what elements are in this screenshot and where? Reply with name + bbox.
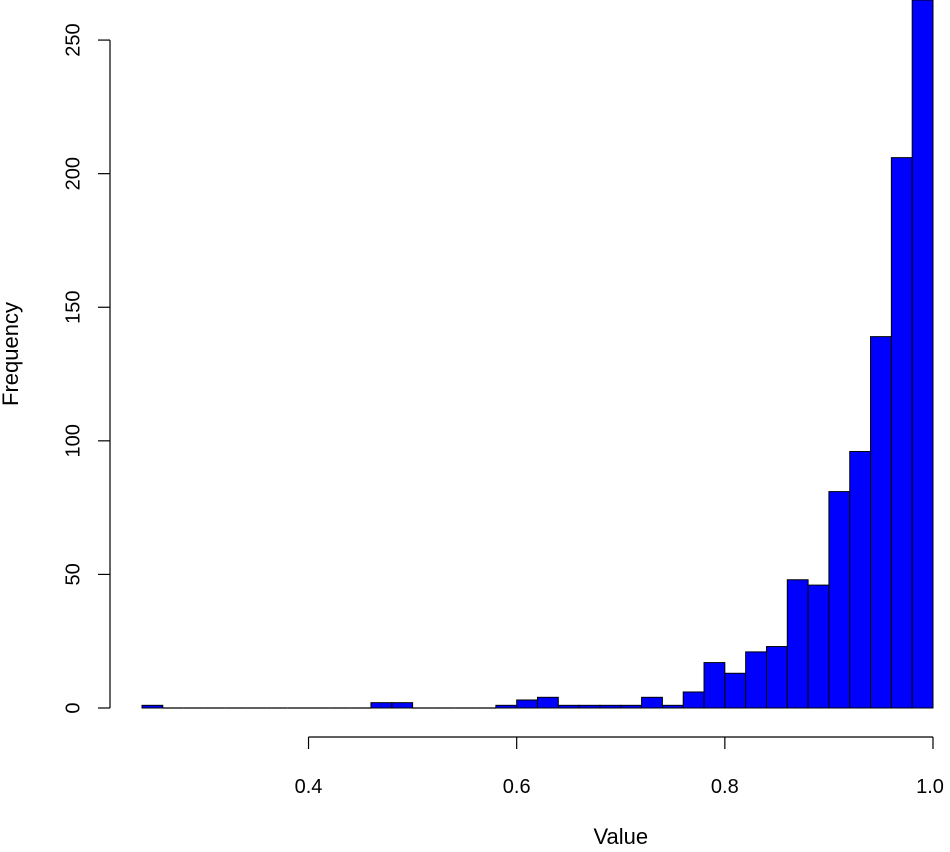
y-tick-label: 0 xyxy=(62,702,84,713)
histogram-bar xyxy=(578,704,601,709)
histogram-bar xyxy=(724,672,747,709)
histogram-bar xyxy=(537,696,559,709)
histogram-bar xyxy=(516,699,538,709)
histogram-bar xyxy=(661,704,684,709)
y-tick-label: 100 xyxy=(62,424,84,457)
histogram-bar xyxy=(807,584,830,709)
histogram-bar xyxy=(911,0,934,709)
histogram-bar xyxy=(391,702,414,709)
y-tick-label: 150 xyxy=(62,291,84,324)
y-axis-title: Frequency xyxy=(0,302,23,406)
histogram-bar xyxy=(745,651,767,709)
y-tick-label: 50 xyxy=(62,563,84,585)
histogram-bar xyxy=(870,336,892,709)
histogram-bar xyxy=(370,702,393,709)
y-axis: 0 50 100 150 200 250 xyxy=(62,23,111,714)
histogram-bar xyxy=(890,157,913,709)
x-tick-label: 0.6 xyxy=(503,776,531,798)
histogram-bar xyxy=(786,579,809,709)
histogram-bars xyxy=(141,0,934,709)
histogram-bar xyxy=(599,704,622,709)
histogram-bar xyxy=(620,704,643,709)
y-tick-label: 200 xyxy=(62,157,84,190)
histogram-bar xyxy=(703,662,726,709)
histogram-bar xyxy=(641,696,663,709)
y-tick-label: 250 xyxy=(62,23,84,56)
histogram-bar xyxy=(495,704,518,709)
x-axis-title: Value xyxy=(593,824,648,849)
histogram-bar xyxy=(765,646,788,709)
histogram-bar xyxy=(849,451,872,709)
x-tick-label: 0.8 xyxy=(711,776,739,798)
x-tick-label: 1.0 xyxy=(916,776,944,798)
histogram-bar xyxy=(682,691,705,709)
histogram-bar xyxy=(828,491,851,709)
x-axis: 0.4 0.6 0.8 1.0 xyxy=(295,736,944,798)
x-tick-label: 0.4 xyxy=(295,776,323,798)
histogram-bar xyxy=(557,704,580,709)
histogram-bar xyxy=(141,704,164,709)
